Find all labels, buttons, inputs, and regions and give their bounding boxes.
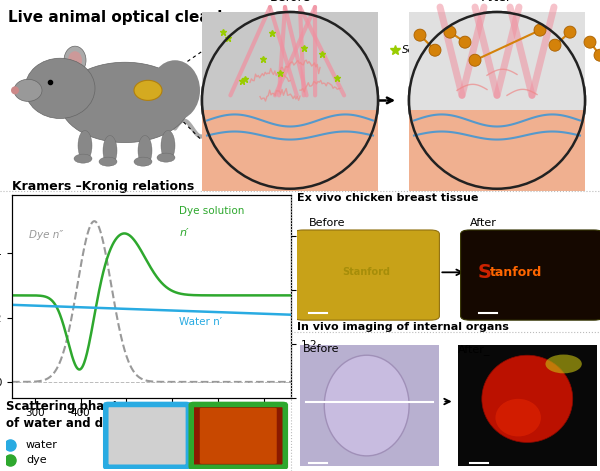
Ellipse shape bbox=[25, 58, 95, 119]
Circle shape bbox=[429, 44, 441, 56]
Circle shape bbox=[469, 54, 481, 66]
X-axis label: λ (nm): λ (nm) bbox=[132, 419, 171, 432]
Ellipse shape bbox=[78, 130, 92, 161]
Text: Before: Before bbox=[303, 344, 340, 354]
Circle shape bbox=[584, 36, 596, 48]
Ellipse shape bbox=[14, 79, 42, 101]
Circle shape bbox=[549, 39, 561, 51]
Text: Scatterers: Scatterers bbox=[402, 45, 455, 55]
Text: tanford: tanford bbox=[490, 266, 542, 279]
Ellipse shape bbox=[482, 355, 573, 442]
Text: dye: dye bbox=[26, 455, 47, 465]
FancyBboxPatch shape bbox=[106, 405, 188, 467]
Text: Kramers –Kronig relations: Kramers –Kronig relations bbox=[12, 180, 194, 193]
Ellipse shape bbox=[99, 157, 117, 166]
FancyBboxPatch shape bbox=[461, 230, 600, 320]
Bar bbox=[300, 345, 439, 466]
Circle shape bbox=[202, 12, 378, 189]
Text: After: After bbox=[482, 0, 512, 4]
Text: Before: Before bbox=[309, 218, 346, 227]
Circle shape bbox=[459, 36, 471, 48]
Ellipse shape bbox=[64, 46, 86, 74]
Ellipse shape bbox=[161, 130, 175, 161]
Text: Water n′: Water n′ bbox=[179, 317, 223, 327]
Text: Before: Before bbox=[269, 0, 311, 4]
Circle shape bbox=[414, 29, 426, 41]
FancyBboxPatch shape bbox=[191, 405, 286, 467]
Ellipse shape bbox=[60, 62, 190, 143]
Ellipse shape bbox=[138, 136, 152, 166]
FancyBboxPatch shape bbox=[294, 230, 439, 320]
Text: Ex vivo chicken breast tissue: Ex vivo chicken breast tissue bbox=[297, 193, 478, 203]
Text: Scattering phantoms
of water and dye: Scattering phantoms of water and dye bbox=[6, 400, 145, 430]
Ellipse shape bbox=[324, 355, 409, 456]
Ellipse shape bbox=[134, 157, 152, 166]
Ellipse shape bbox=[157, 153, 175, 162]
Ellipse shape bbox=[496, 399, 541, 437]
Text: Dye solution: Dye solution bbox=[179, 206, 245, 216]
Bar bbox=[202, 110, 378, 194]
Ellipse shape bbox=[103, 136, 117, 166]
Text: Live animal optical clearing: Live animal optical clearing bbox=[8, 10, 244, 25]
Circle shape bbox=[409, 12, 585, 189]
Bar bbox=[202, 12, 378, 110]
Text: After_: After_ bbox=[458, 344, 490, 355]
Y-axis label: n′: n′ bbox=[322, 292, 335, 302]
Ellipse shape bbox=[68, 51, 82, 69]
Bar bbox=[409, 110, 585, 194]
Text: n′: n′ bbox=[179, 228, 189, 238]
Text: After: After bbox=[470, 218, 497, 227]
Circle shape bbox=[594, 49, 600, 61]
Bar bbox=[409, 12, 585, 110]
Ellipse shape bbox=[150, 60, 200, 121]
Text: Stanford: Stanford bbox=[343, 268, 391, 277]
Text: In vivo imaging of internal organs: In vivo imaging of internal organs bbox=[297, 322, 509, 332]
Bar bbox=[458, 345, 597, 466]
Text: Dye n″: Dye n″ bbox=[29, 230, 63, 240]
Circle shape bbox=[444, 26, 456, 38]
FancyBboxPatch shape bbox=[200, 408, 277, 464]
Text: water: water bbox=[26, 440, 58, 450]
Ellipse shape bbox=[545, 355, 582, 374]
Ellipse shape bbox=[134, 81, 162, 100]
Ellipse shape bbox=[74, 154, 92, 163]
Circle shape bbox=[564, 26, 576, 38]
Circle shape bbox=[11, 86, 19, 94]
Text: S: S bbox=[477, 263, 491, 282]
Circle shape bbox=[534, 24, 546, 36]
